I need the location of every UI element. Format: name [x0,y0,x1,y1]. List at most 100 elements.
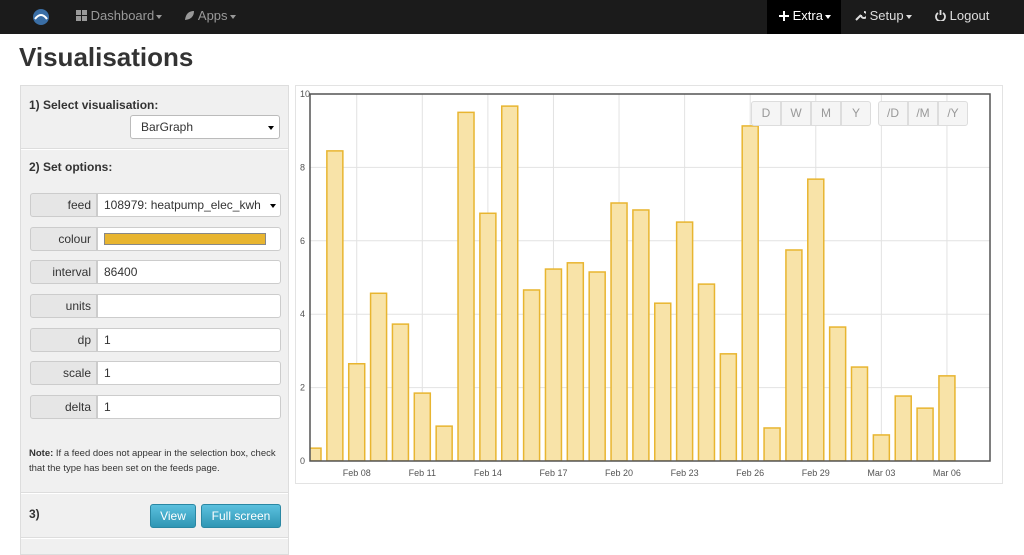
bar [675,221,694,461]
nav-label: Logout [949,8,990,23]
y-tick-label: 0 [300,456,305,466]
y-tick-label: 4 [300,309,305,319]
option-value: 1 [104,366,111,380]
nav-extra[interactable]: Extra [767,0,841,34]
bar [610,202,628,461]
bar [326,150,344,461]
range-button[interactable]: M [811,101,841,126]
option-value: 1 [104,400,111,414]
bar [938,375,956,461]
option-label: units [30,294,97,318]
nav-label: Apps [197,8,228,23]
range-button[interactable]: W [781,101,811,126]
range-button[interactable]: /D [878,101,908,126]
bar [413,392,432,461]
bar [369,292,388,461]
x-tick-label: Feb 29 [802,468,830,478]
option-input[interactable]: 1 [97,395,281,419]
nav-dashboard[interactable]: Dashboard [76,0,163,34]
chart-panel: 0 2 4 6 8 10 Feb 08 Feb 11 Feb 14 Feb 17 Feb 20 Feb… [295,85,1003,484]
option-value: 1 [104,333,111,347]
y-tick-label: 8 [300,162,305,172]
bar [479,212,497,461]
option-label: delta [30,395,97,419]
bar [763,427,781,461]
option-input[interactable] [97,227,281,251]
option-input[interactable]: 1 [97,361,281,385]
range-button[interactable]: /M [908,101,938,126]
bar [850,366,869,461]
range-button[interactable]: Y [841,101,871,126]
step-label: 2) Set options: [29,160,113,174]
option-input[interactable]: 1 [97,328,281,352]
logo-arc [34,14,48,20]
chart: 0 2 4 6 8 10 Feb 08 Feb 11 Feb 14 Feb 17 Feb 20 Feb… [300,89,991,478]
y-tick-label: 10 [300,89,310,99]
option-input[interactable]: 86400 [97,260,281,284]
nav-logout[interactable]: Logout [935,0,989,34]
icon [76,10,87,21]
logo[interactable] [32,8,50,26]
bar [916,407,934,461]
range-button[interactable]: D [751,101,781,126]
icon [935,10,946,23]
option-label: interval [30,260,97,284]
bar [894,395,912,461]
option-label: feed [30,193,97,217]
bars [310,105,956,461]
bar [872,434,891,461]
bar [500,105,519,461]
divider [21,149,288,150]
nav-apps[interactable]: Apps [184,0,236,34]
nav-label: Setup [869,8,904,23]
bar [566,262,585,461]
bar [391,323,410,461]
x-tick-label: Feb 26 [736,468,764,478]
option-input[interactable] [97,294,281,318]
select-visualisation[interactable]: BarGraph [130,115,280,139]
select-value: BarGraph [141,120,194,134]
icon [855,11,868,21]
colour-swatch [104,233,266,245]
fullscreen-button[interactable]: Full screen [201,504,281,528]
option-input[interactable]: 108979: heatpump_elec_kwh [97,193,281,217]
divider [21,538,288,539]
option-value: 108979: heatpump_elec_kwh [104,198,261,212]
range-button[interactable]: /Y [938,101,968,126]
y-tick-label: 6 [300,236,305,246]
nav-setup[interactable]: Setup [855,0,912,34]
bar [310,447,322,461]
bar [828,326,847,461]
page-title: Visualisations [19,42,194,72]
x-tick-label: Feb 17 [539,468,567,478]
bar [741,125,759,461]
plot-border [309,93,991,462]
bar [588,271,606,461]
step-label: 1) Select visualisation: [29,98,159,112]
option-value: 86400 [104,265,138,279]
bar [522,289,541,461]
bar [719,353,738,461]
navbar: Dashboard Apps Extra Setup Logout [0,0,1024,34]
bar [654,302,672,461]
option-label: scale [30,361,97,385]
icon [185,11,194,20]
x-tick-label: Feb 14 [474,468,502,478]
bar [697,283,716,461]
x-tick-label: Feb 20 [605,468,633,478]
y-tick-label: 2 [300,383,305,393]
bar [785,249,803,461]
caret [270,204,276,208]
step-label: 3) [29,507,40,521]
note-text: If a feed does not appear in the selecti… [29,448,276,474]
option-label: dp [30,328,97,352]
x-tick-label: Feb 11 [409,468,436,478]
x-tick-label: Feb 08 [343,468,371,478]
note-bold: Note: [29,448,54,459]
bar [435,425,453,461]
view-button[interactable]: View [150,504,196,528]
logo-circle [33,9,49,25]
bar [807,178,825,461]
bar [544,268,563,461]
